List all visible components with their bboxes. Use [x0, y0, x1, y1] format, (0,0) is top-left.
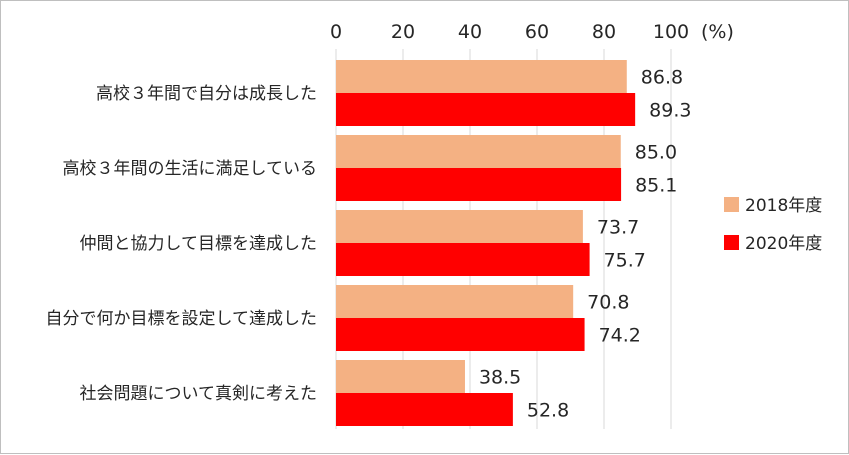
- data-label: 38.5: [479, 367, 521, 389]
- bar: [336, 135, 621, 168]
- x-tick-label: 80: [592, 21, 616, 43]
- category-label: 社会問題について真剣に考えた: [80, 384, 318, 404]
- bar: [336, 168, 622, 201]
- legend-label: 2018年度: [745, 196, 822, 216]
- x-tick-label: 100: [653, 21, 689, 43]
- x-tick-label: 60: [525, 21, 549, 43]
- data-labels: 86.8 89.3 85.0 85.1 73.7 75.7 70.8 74.2 38.5 52.8: [479, 67, 691, 422]
- data-label: 52.8: [527, 400, 569, 422]
- bar: [336, 360, 465, 393]
- category-labels: 高校３年間で自分は成長した高校３年間の生活に満足している仲間と協力して目標を達成…: [46, 84, 318, 404]
- data-label: 70.8: [587, 292, 629, 314]
- category-label: 仲間と協力して目標を達成した: [80, 234, 318, 254]
- data-label: 73.7: [597, 217, 639, 239]
- legend-swatch: [724, 235, 739, 250]
- category-label: 高校３年間の生活に満足している: [63, 159, 318, 179]
- bar: [336, 243, 590, 276]
- bar: [336, 93, 636, 126]
- data-label: 89.3: [649, 100, 691, 122]
- data-label: 85.0: [635, 142, 677, 164]
- x-axis-ticks: 0 20 40 60 80 100: [330, 21, 689, 43]
- data-label: 74.2: [599, 325, 641, 347]
- bars: [336, 60, 636, 426]
- x-tick-label: 20: [391, 21, 415, 43]
- bar: [336, 60, 627, 93]
- bar: [336, 285, 574, 318]
- legend-swatch: [724, 197, 739, 212]
- data-label: 75.7: [604, 250, 646, 272]
- category-label: 高校３年間で自分は成長した: [96, 84, 317, 104]
- bar: [336, 393, 513, 426]
- legend: 2018年度 2020年度: [724, 196, 822, 254]
- data-label: 85.1: [635, 175, 677, 197]
- x-tick-label: 40: [458, 21, 482, 43]
- data-label: 86.8: [641, 67, 683, 89]
- x-tick-label: 0: [330, 21, 342, 43]
- bar: [336, 318, 585, 351]
- x-axis-unit: (%): [701, 21, 734, 43]
- category-label: 自分で何か目標を設定して達成した: [46, 309, 318, 329]
- legend-label: 2020年度: [745, 234, 822, 254]
- bar: [336, 210, 583, 243]
